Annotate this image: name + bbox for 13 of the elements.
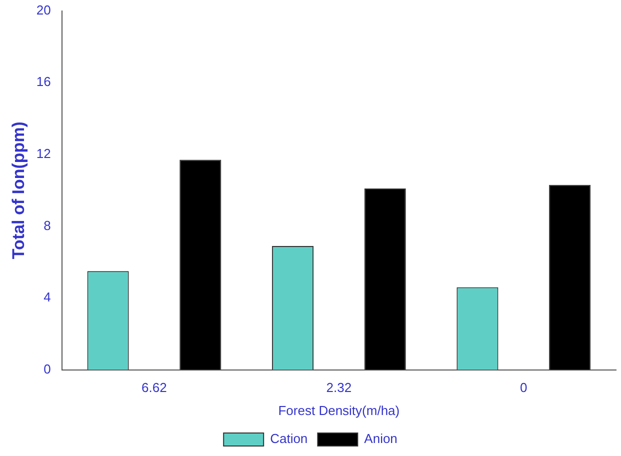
x-axis-title: Forest Density(m/ha) <box>278 402 400 418</box>
y-tick-label: 8 <box>44 218 51 233</box>
legend-label: Cation <box>270 431 308 446</box>
y-tick-label: 16 <box>36 74 51 90</box>
y-tick-label: 0 <box>44 361 51 376</box>
legend-label: Anion <box>364 431 398 446</box>
x-tick-label: 6.62 <box>142 380 167 396</box>
x-tick-label: 2.32 <box>326 380 352 396</box>
x-tick-label: 0 <box>520 380 528 396</box>
y-axis-title: Total of Ion(ppm) <box>8 122 28 260</box>
y-tick-label: 12 <box>36 146 51 161</box>
y-tick-label: 4 <box>44 290 51 305</box>
y-tick-label: 20 <box>36 2 51 18</box>
